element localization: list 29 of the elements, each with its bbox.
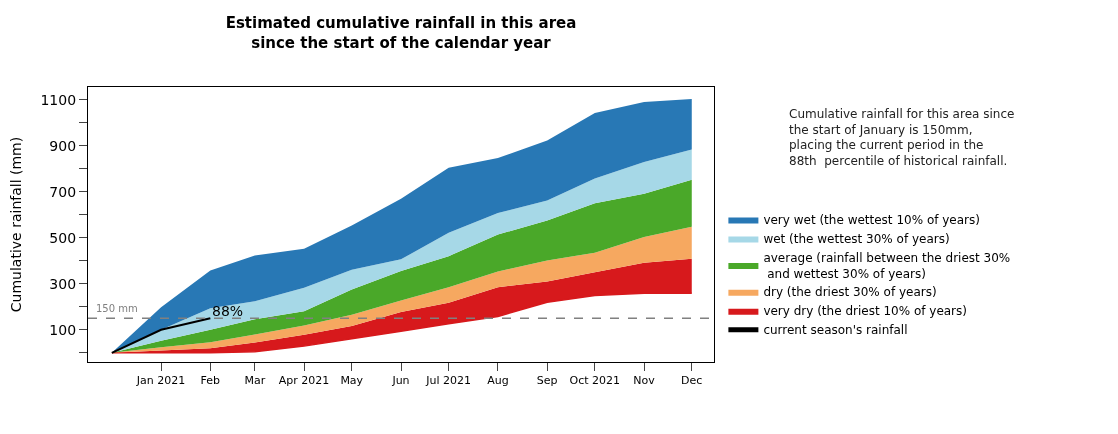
y-tick-label: 300 xyxy=(49,275,77,292)
x-tick-label: Oct 2021 xyxy=(569,374,621,388)
y-tick-label: 900 xyxy=(49,137,77,154)
x-tick-label: Jul 2021 xyxy=(425,374,472,388)
text: Cumulative rainfall for this area since the start of January is 150mm, placing the current period in the 88th percentile of historical rainfall. xyxy=(789,107,1015,168)
legend-label: current season's rainfall xyxy=(763,323,908,338)
x-tick-label: Sep xyxy=(536,374,558,388)
legend-label: very wet (the wettest 10% of years) xyxy=(763,213,980,228)
chart-title: Estimated cumulative rainfall in this area since the start of the calendar year xyxy=(225,14,577,52)
y-tick-label: 100 xyxy=(49,321,77,338)
legend-label: very dry (the driest 10% of years) xyxy=(763,304,967,319)
legend-label: average (rainfall between the driest 30% and wettest 30% of years) xyxy=(763,250,1011,281)
y-tick-label: 500 xyxy=(49,229,77,246)
annotation: 88% xyxy=(212,303,244,319)
y-tick-label: 700 xyxy=(49,183,77,200)
y-axis-title: Cumulative rainfall (mm) xyxy=(8,136,25,313)
ref-line-label: 150 mm xyxy=(96,303,138,314)
x-tick-label: Feb xyxy=(200,374,221,388)
x-tick-label: Mar xyxy=(244,374,266,388)
x-tick-label: Nov xyxy=(633,374,656,388)
x-tick-label: Aug xyxy=(487,374,509,388)
x-tick-label: Dec xyxy=(681,374,703,388)
x-tick-label: Jan 2021 xyxy=(135,374,186,388)
x-tick-label: Apr 2021 xyxy=(278,374,330,388)
legend-label: wet (the wettest 30% of years) xyxy=(763,232,950,247)
x-tick-label: May xyxy=(340,374,364,388)
legend-label: dry (the driest 30% of years) xyxy=(763,285,937,300)
y-tick-label: 1100 xyxy=(40,91,77,108)
x-tick-label: Jun xyxy=(391,374,410,388)
